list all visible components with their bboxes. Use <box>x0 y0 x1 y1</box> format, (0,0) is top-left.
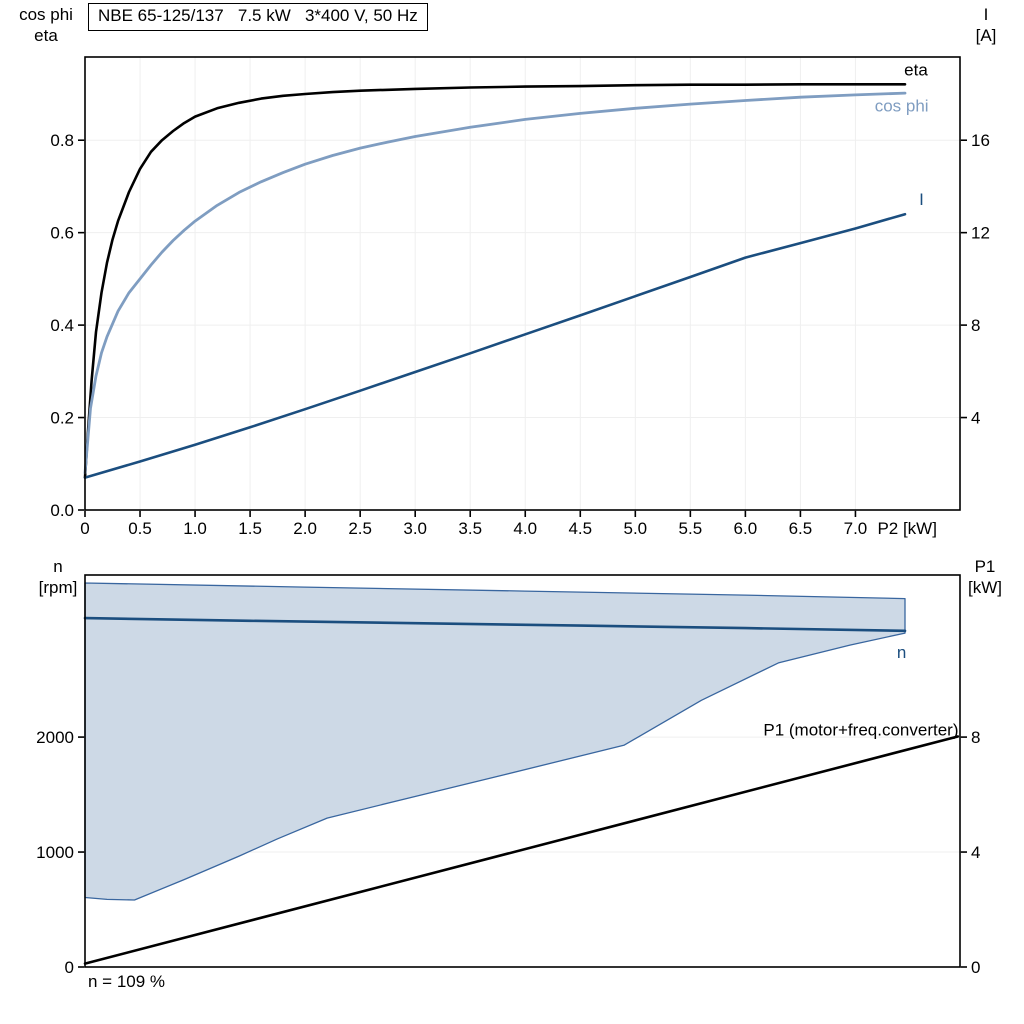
current-axis-label: I <box>983 5 989 24</box>
y-right-tick-label: 16 <box>971 131 990 150</box>
y-right-tick-label: 8 <box>971 728 980 747</box>
series-current-label: I <box>919 190 924 209</box>
series-current-line <box>83 212 907 479</box>
series-operating-envelope-area <box>84 582 906 901</box>
x-tick-label: 1.0 <box>183 519 207 538</box>
y-left-tick-label: 0.0 <box>50 501 74 520</box>
top-left-axis-title: cos phi eta <box>8 4 84 46</box>
y-left-tick-label: 0.8 <box>50 131 74 150</box>
p1-axis-unit: [kW] <box>968 578 1002 597</box>
y-left-tick-label: 0.6 <box>50 224 74 243</box>
cos-phi-axis-label: cos phi <box>19 5 73 24</box>
series-cos-phi-label: cos phi <box>875 97 929 116</box>
plot-frame <box>84 56 961 511</box>
series-cos-phi-line <box>83 91 907 475</box>
speed-axis-unit: [rpm] <box>38 578 78 597</box>
bottom-chart-canvas: n P1 (motor+freq.converter) 0 1000 2000 0 4 8 <box>36 574 980 977</box>
y-right-tick-label: 12 <box>971 224 990 243</box>
series-eta-line <box>83 83 907 479</box>
x-tick-label: 7.0 <box>844 519 868 538</box>
current-axis-unit: [A] <box>975 26 997 45</box>
series-speed-line <box>83 616 907 633</box>
bottom-right-axis-title: P1 [kW] <box>954 556 1016 598</box>
x-tick-label: 5.5 <box>679 519 703 538</box>
series-eta-label: eta <box>904 60 928 79</box>
bottom-left-axis-title: n [rpm] <box>22 556 94 598</box>
x-tick-label: 2.0 <box>293 519 317 538</box>
y-right-tick-label: 4 <box>971 409 980 428</box>
top-chart-canvas: eta cos phi I 0 0.5 1.0 1.5 2.0 2.5 3.0 3.5 4.0 4.5 5… <box>50 56 990 538</box>
plot-frame <box>84 574 961 968</box>
y-right-tick-label: 0 <box>971 958 980 977</box>
x-tick-label: 2.5 <box>348 519 372 538</box>
x-tick-label: 3.0 <box>403 519 427 538</box>
y-left-tick-label: 0 <box>65 958 74 977</box>
series-speed-label: n <box>897 643 906 662</box>
y-right-tick-label: 8 <box>971 316 980 335</box>
series-p1-label: P1 (motor+freq.converter) <box>763 721 958 740</box>
y-left-tick-label: 2000 <box>36 728 74 747</box>
y-left-tick-label: 0.4 <box>50 316 74 335</box>
series-p1-line <box>83 735 960 965</box>
y-left-tick-label: 1000 <box>36 843 74 862</box>
eta-axis-label: eta <box>34 26 58 45</box>
x-axis-unit-label: P2 [kW] <box>877 519 937 538</box>
x-tick-label: 6.5 <box>789 519 813 538</box>
chart-title-box: NBE 65-125/137 7.5 kW 3*400 V, 50 Hz <box>88 3 428 31</box>
x-tick-label: 5.0 <box>623 519 647 538</box>
x-tick-label: 4.5 <box>568 519 592 538</box>
speed-axis-label: n <box>53 557 63 576</box>
x-tick-label: 0 <box>80 519 89 538</box>
y-right-tick-label: 4 <box>971 843 980 862</box>
y-left-tick-label: 0.2 <box>50 409 74 428</box>
x-tick-label: 1.5 <box>238 519 262 538</box>
x-tick-label: 3.5 <box>458 519 482 538</box>
x-tick-label: 0.5 <box>128 519 152 538</box>
speed-percent-annotation: n = 109 % <box>88 972 166 991</box>
x-tick-label: 4.0 <box>513 519 537 538</box>
p1-axis-label: P1 <box>974 557 996 576</box>
x-tick-label: 6.0 <box>734 519 758 538</box>
top-right-axis-title: I [A] <box>958 4 1014 46</box>
